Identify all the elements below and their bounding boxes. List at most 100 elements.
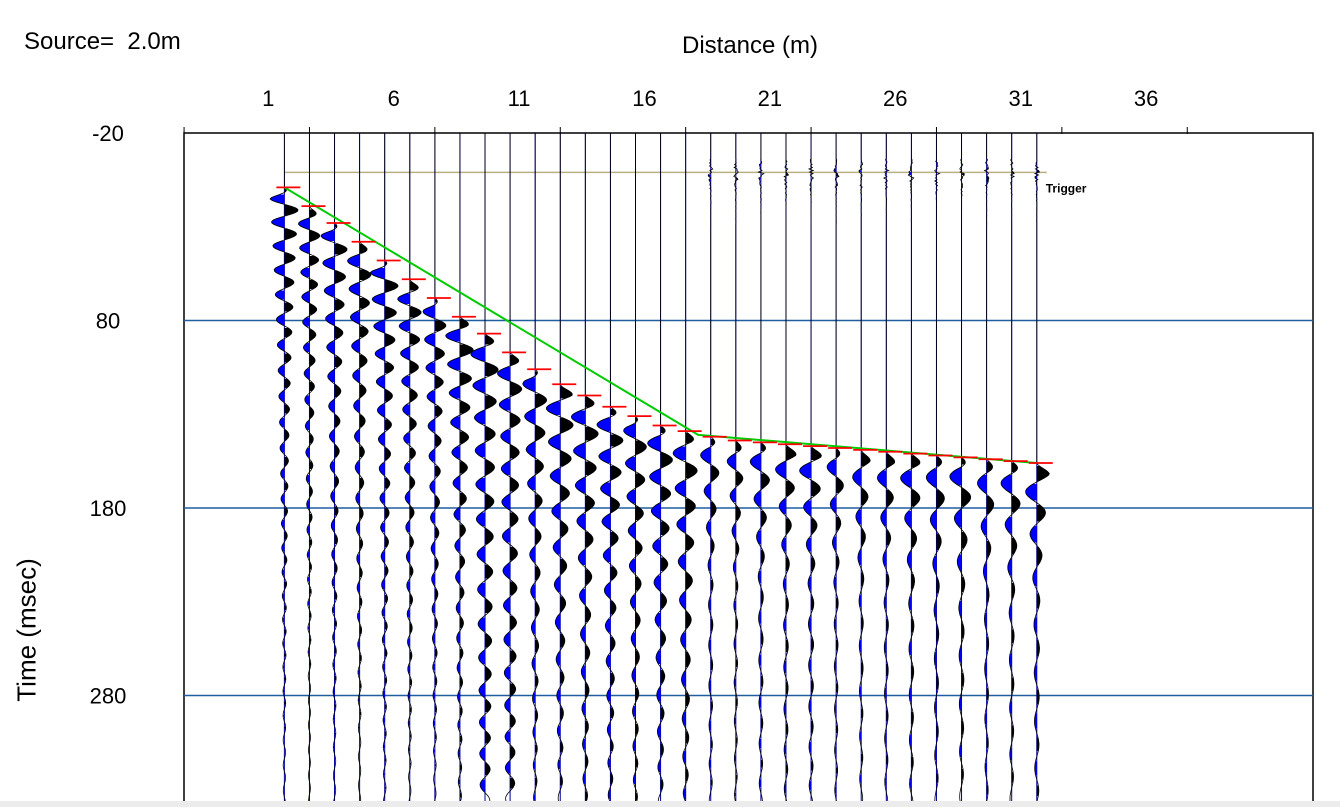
trace-negative-fill bbox=[347, 254, 360, 729]
y-tick-label: 180 bbox=[90, 496, 127, 521]
trace-wiggle bbox=[726, 133, 744, 803]
trace-wiggle bbox=[949, 133, 972, 803]
trace-negative-fill bbox=[926, 170, 937, 760]
trace-positive-fill bbox=[434, 299, 446, 766]
trace-wiggle bbox=[422, 133, 447, 803]
source-label: Source= bbox=[24, 28, 115, 55]
trace-negative-fill bbox=[423, 305, 435, 780]
trace-positive-fill bbox=[334, 224, 348, 735]
trace-wiggle bbox=[347, 133, 372, 803]
trace-positive-fill bbox=[359, 244, 371, 715]
trace-positive-fill bbox=[309, 209, 320, 666]
trace-wiggle bbox=[596, 133, 624, 803]
trace-negative-fill bbox=[1001, 475, 1012, 760]
trace-wiggle bbox=[570, 133, 599, 803]
x-tick-label: 6 bbox=[388, 86, 400, 111]
trace-wiggle bbox=[1025, 133, 1050, 803]
trace bbox=[977, 133, 995, 803]
trace bbox=[369, 133, 399, 802]
y-tick-label: 80 bbox=[96, 309, 120, 334]
traces bbox=[269, 133, 1050, 803]
trace bbox=[1000, 133, 1021, 803]
trace-wiggle bbox=[876, 133, 896, 803]
trace-negative-fill bbox=[571, 410, 586, 784]
trace-negative-fill bbox=[775, 176, 786, 793]
trace-wiggle bbox=[623, 133, 647, 803]
trace-wiggle bbox=[900, 133, 921, 803]
trace-negative-fill bbox=[877, 172, 887, 786]
x-tick-label: 16 bbox=[632, 86, 656, 111]
trace bbox=[545, 133, 574, 803]
trace-wiggle bbox=[977, 133, 995, 803]
trace bbox=[298, 133, 321, 802]
trace-wiggle bbox=[672, 133, 698, 803]
trace-wiggle bbox=[369, 133, 399, 802]
trace-wiggle bbox=[445, 133, 474, 803]
trace bbox=[570, 133, 599, 803]
trace-positive-fill bbox=[660, 427, 673, 790]
y-tick-label: -20 bbox=[92, 121, 124, 146]
trace bbox=[799, 133, 822, 803]
trace-wiggle bbox=[775, 133, 797, 803]
trace-wiggle bbox=[497, 133, 523, 803]
trace-positive-fill bbox=[284, 188, 298, 753]
x-tick-label: 1 bbox=[262, 86, 274, 111]
trace-negative-fill bbox=[445, 329, 460, 784]
trace-wiggle bbox=[700, 133, 720, 803]
window-bottom-edge bbox=[0, 801, 1340, 807]
trace bbox=[1025, 133, 1050, 803]
trace bbox=[900, 133, 921, 803]
trace-positive-fill bbox=[384, 262, 399, 789]
trace-negative-fill bbox=[1025, 166, 1037, 775]
trace-negative-fill bbox=[750, 164, 761, 787]
trace-negative-fill bbox=[623, 424, 636, 784]
trace bbox=[700, 133, 720, 803]
trace-positive-fill bbox=[735, 169, 743, 780]
trace bbox=[522, 133, 548, 803]
trace bbox=[852, 133, 871, 802]
x-tick-label: 11 bbox=[508, 86, 531, 111]
x-tick-label: 21 bbox=[758, 86, 782, 111]
trace-wiggle bbox=[269, 133, 299, 803]
trace-wiggle bbox=[852, 133, 871, 802]
trace bbox=[397, 133, 422, 803]
trace bbox=[726, 133, 744, 803]
trace-wiggle bbox=[522, 133, 548, 803]
trace-negative-fill bbox=[470, 347, 486, 792]
trace bbox=[596, 133, 624, 803]
trace-positive-fill bbox=[685, 433, 698, 781]
trace-negative-fill bbox=[647, 436, 661, 772]
trace bbox=[422, 133, 447, 803]
trace bbox=[445, 133, 474, 803]
trace-negative-fill bbox=[900, 172, 912, 789]
trace-negative-fill bbox=[370, 268, 385, 775]
trace-positive-fill bbox=[760, 173, 770, 768]
trace-positive-fill bbox=[459, 319, 474, 798]
trace bbox=[269, 133, 299, 803]
trace-positive-fill bbox=[585, 397, 599, 801]
source-value: 2.0m bbox=[127, 28, 181, 55]
plot-frame bbox=[183, 132, 1314, 802]
trace bbox=[775, 133, 797, 803]
trigger-label: Trigger bbox=[1046, 181, 1087, 195]
trace-positive-fill bbox=[635, 418, 647, 801]
trace bbox=[876, 133, 896, 803]
x-tick-label: 36 bbox=[1134, 86, 1158, 111]
trace-wiggle bbox=[925, 133, 945, 803]
trace bbox=[925, 133, 945, 803]
trace-negative-fill bbox=[977, 170, 987, 772]
x-tick-label: 26 bbox=[883, 86, 907, 111]
trace-negative-fill bbox=[673, 446, 686, 799]
trace-wiggle bbox=[397, 133, 422, 803]
trace-negative-fill bbox=[397, 293, 410, 751]
trace bbox=[320, 133, 348, 803]
trace-wiggle bbox=[799, 133, 822, 803]
trace-wiggle bbox=[298, 133, 321, 802]
trace-wiggle bbox=[470, 133, 499, 803]
trace bbox=[470, 133, 499, 803]
trace-negative-fill bbox=[546, 401, 561, 769]
trace bbox=[647, 133, 673, 802]
trace bbox=[347, 133, 372, 803]
x-axis-title: Distance (m) bbox=[682, 32, 819, 59]
